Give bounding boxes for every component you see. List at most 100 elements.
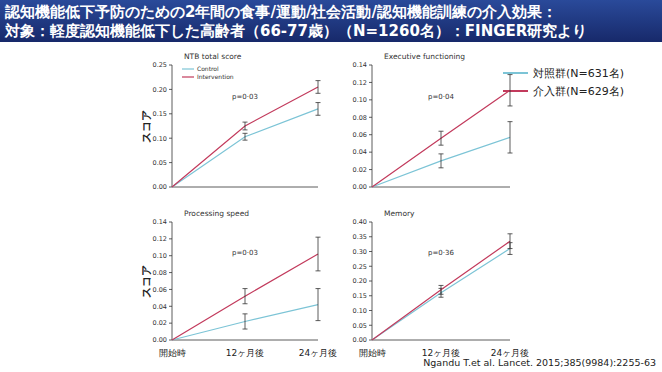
y-tick [369,169,372,170]
error-cap [243,133,248,134]
error-cap [316,93,321,94]
y-tick [169,65,172,66]
y-tick [169,306,172,307]
y-tick-label: 0.12 [153,235,167,243]
error-cap [439,153,444,154]
y-tick [369,117,372,118]
y-tick-label: 0.30 [353,248,367,256]
error-cap [508,254,513,255]
y-tick-label: 0.10 [353,96,367,104]
error-stem [318,237,319,271]
error-cap [508,74,513,75]
error-cap [243,288,248,289]
error-bar [316,81,321,94]
y-tick [369,325,372,326]
panel-legend-label: Control [197,65,219,72]
error-bar [439,154,444,168]
x-tick-label: 24ヶ月後 [299,348,337,358]
error-cap [439,297,444,298]
error-bar [439,131,444,145]
p-value: p=0·36 [428,249,454,257]
header-title: 対象：軽度認知機能低下した高齢者（66-77歳）（N=1260名）：FINGER… [4,22,587,40]
error-stem [441,285,442,294]
y-tick-label: 0.14 [353,61,367,69]
legend-swatch [503,72,528,74]
y-tick-label: 0.20 [353,277,367,285]
header-title: 認知機能低下予防のための2年間の食事/運動/社会活動/認知機能訓練の介入効果： [4,3,557,21]
y-tick [369,310,372,311]
legend-swatch [503,90,528,92]
error-bar [439,285,444,294]
y-tick [169,89,172,90]
y-tick [369,99,372,100]
y-tick-label: 0.02 [153,319,167,327]
panel-title: Executive functioning [384,52,465,61]
y-tick-label: 0.12 [353,79,367,87]
y-axis-label: スコア [140,265,153,298]
y-tick-label: 0.08 [153,269,167,277]
p-value: p=0·04 [428,93,454,101]
y-tick-label: 0.00 [153,336,167,344]
series-line [372,137,510,187]
error-stem [510,122,511,153]
y-tick-label: 0.08 [353,114,367,122]
y-axis [172,65,173,187]
error-cap [439,294,444,295]
plot-area [172,237,321,340]
y-tick [169,323,172,324]
y-tick-label: 0.15 [153,110,167,118]
x-tick-label: 12ヶ月後 [422,348,460,358]
x-axis [172,187,318,188]
y-tick-label: 0.00 [353,336,367,344]
panel: Processing speed0.000.020.040.060.080.10… [140,209,337,358]
y-tick [169,272,172,273]
error-stem [318,103,319,116]
y-axis [172,222,173,340]
x-tick-label: 24ヶ月後 [491,348,529,358]
y-tick [369,65,372,66]
error-cap [508,233,513,234]
error-cap [243,140,248,141]
y-tick [369,82,372,83]
y-tick-label: 0.06 [153,286,167,294]
error-cap [439,145,444,146]
y-axis [372,65,373,187]
error-cap [243,303,248,304]
series-line [372,249,510,340]
y-tick [169,340,172,341]
error-bar [316,237,321,271]
x-tick-label: 開始時 [159,348,186,358]
error-cap [316,80,321,81]
panel-title: Memory [384,209,415,218]
x-axis [172,340,318,341]
error-cap [508,248,513,249]
series-line [172,109,318,187]
error-cap [316,288,321,289]
error-stem [510,75,511,106]
p-value: p=0·03 [232,93,258,101]
y-tick-label: 0.35 [353,233,367,241]
error-cap [243,129,248,130]
x-tick-label: 開始時 [359,348,386,358]
y-tick-label: 0.15 [353,292,367,300]
y-axis-label: スコア [140,110,153,143]
panel: Memory0.000.050.100.150.200.250.300.350.… [353,209,530,358]
error-stem [245,122,246,130]
x-axis [372,187,510,188]
y-tick-label: 0.10 [153,135,167,143]
p-value: p=0·03 [232,249,258,257]
panel-legend-swatch [182,76,194,77]
error-bar [243,289,248,304]
panel-title: NTB total score [184,52,242,61]
error-stem [245,289,246,304]
plot-area [372,234,513,340]
error-cap [316,270,321,271]
y-tick [369,152,372,153]
y-tick-label: 0.40 [353,218,367,226]
error-cap [316,102,321,103]
series-line [172,305,318,340]
y-tick [369,134,372,135]
error-bar [316,289,321,321]
error-bar [508,234,513,249]
y-tick [169,255,172,256]
